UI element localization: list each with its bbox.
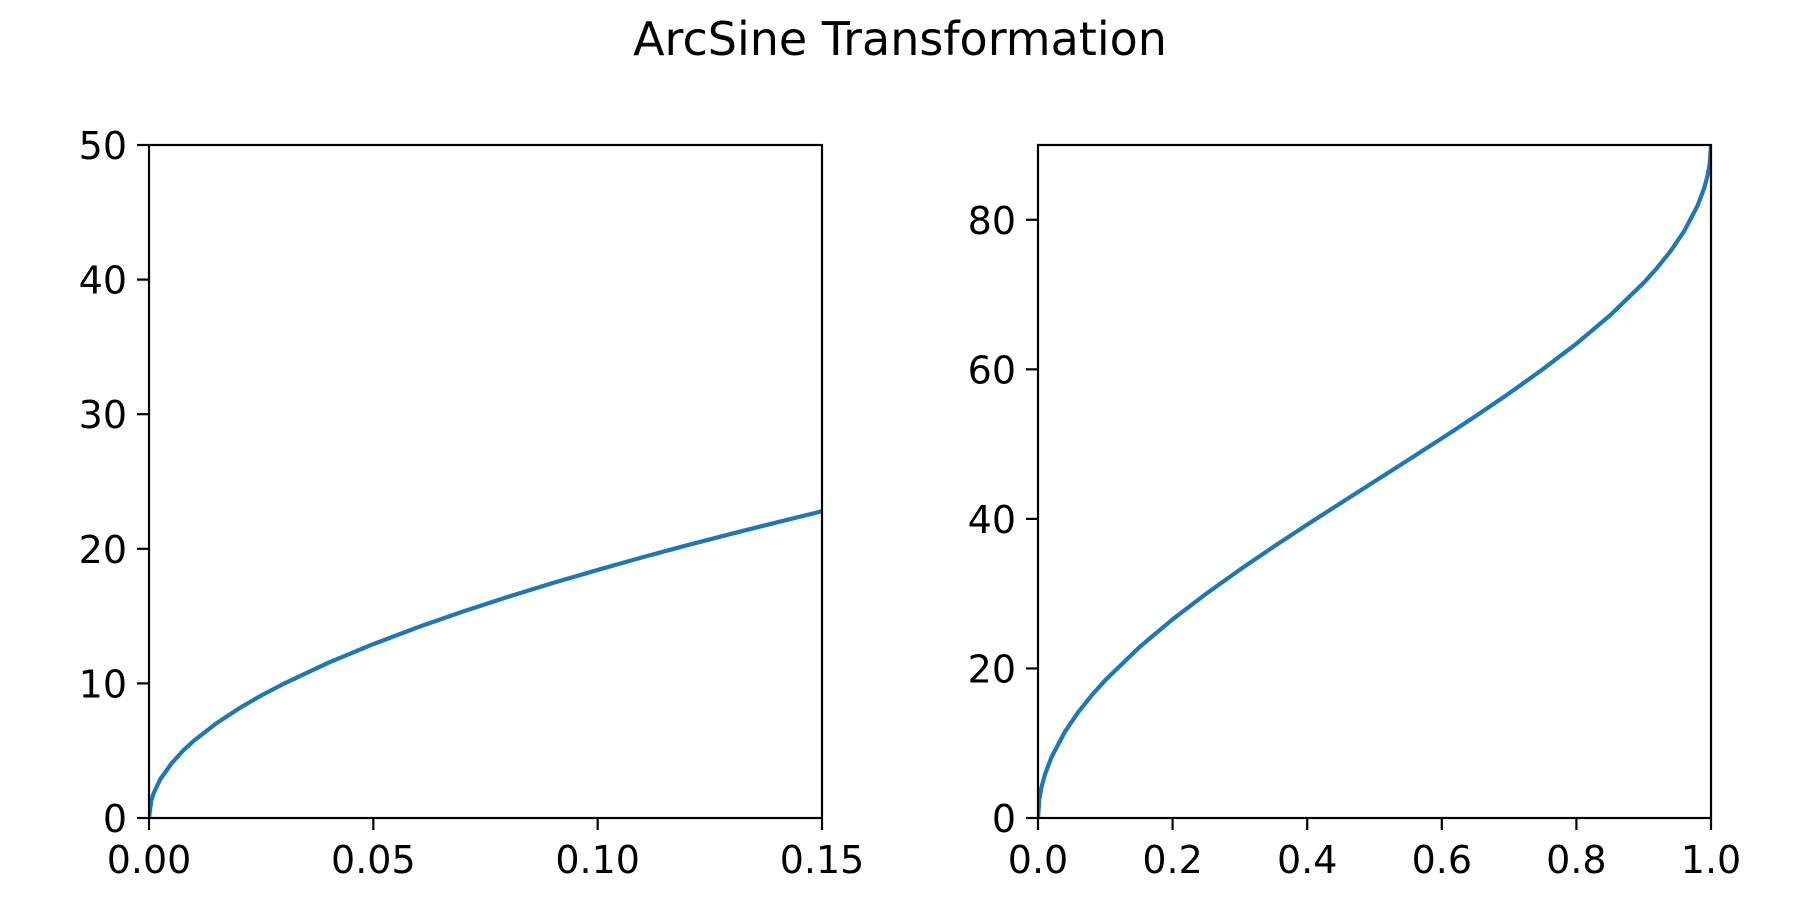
figure-title: ArcSine Transformation	[633, 12, 1167, 66]
plot2-y-tick-label: 20	[968, 647, 1016, 691]
plot1-series-1-line	[149, 509, 822, 818]
plot1-x-tick-label: 0.10	[555, 838, 640, 882]
plot1: 0.00 0.05 0.10 0.15 0 10 20 30 40 50	[79, 124, 865, 882]
plot2: 0.0 0.2 0.4 0.6 0.8 1.0 0 20 40 60 80	[968, 143, 1741, 882]
plot1-y-tick-label: 50	[79, 124, 127, 168]
plot2-axes-frame	[1036, 143, 1713, 820]
plot2-x-tick-label: 1.0	[1681, 838, 1741, 882]
plot1-x-tick-label: 0.05	[331, 838, 416, 882]
plot1-x-tick-label: 0.00	[107, 838, 192, 882]
plot2-y-tick-label: 40	[968, 498, 1016, 542]
plot1-y-tick-label: 40	[79, 259, 127, 303]
plot2-series-1-line	[1038, 145, 1711, 818]
plot2-x-tick-label: 0.2	[1142, 838, 1202, 882]
plot2-y-tick-label: 60	[968, 348, 1016, 392]
plot1-y-tick-label: 30	[79, 393, 127, 437]
plot1-y-tick-label: 20	[79, 528, 127, 572]
plot2-x-tick-label: 0.8	[1546, 838, 1606, 882]
plot2-y-tick-label: 80	[968, 199, 1016, 243]
plot2-x-tick-label: 0.6	[1412, 838, 1472, 882]
plot1-axes-frame	[147, 143, 824, 820]
plot2-y-tick-label: 0	[992, 797, 1016, 841]
plot2-x-tick-label: 0.0	[1008, 838, 1068, 882]
plot2-x-tick-label: 0.4	[1277, 838, 1337, 882]
plot1-x-tick-label: 0.15	[780, 838, 865, 882]
plot1-y-tick-label: 10	[79, 662, 127, 706]
plot1-y-tick-label: 0	[103, 797, 127, 841]
